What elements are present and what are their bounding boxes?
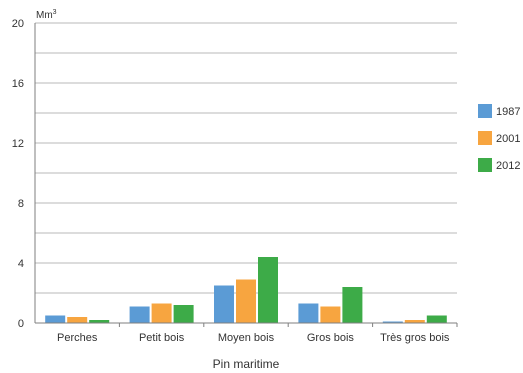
bar-2001-4 [320, 306, 341, 323]
bar-2001-1 [67, 317, 88, 323]
y-tick-labels: 0 4 8 12 16 20 [12, 18, 24, 330]
x-tick-label: Moyen bois [218, 332, 275, 344]
bar-1987-1 [45, 315, 66, 323]
legend-label-2012: 2012 [496, 160, 520, 172]
legend-label-2001: 2001 [496, 133, 520, 145]
grid-lines [35, 22, 457, 294]
x-axis-label: Pin maritime [213, 357, 280, 371]
x-tick-labels: Perches Petit bois Moyen bois Gros bois Très… [57, 323, 458, 344]
bar-2012-3 [258, 257, 278, 323]
unit-superscript: 3 [53, 9, 57, 16]
y-tick-label: 0 [18, 318, 24, 330]
bar-2012-1 [89, 320, 110, 323]
bar-1987-2 [129, 306, 150, 323]
x-tick-label: Perches [57, 332, 98, 344]
legend-swatch-2001 [478, 131, 492, 145]
y-tick-label: 8 [18, 198, 24, 210]
x-tick-label: Petit bois [139, 332, 185, 344]
bar-2012-2 [173, 305, 194, 323]
unit-label: Mm3 [36, 9, 57, 21]
legend-swatch-2012 [478, 158, 492, 172]
bar-2001-5 [404, 320, 425, 323]
bar-2001-2 [151, 303, 172, 323]
x-tick-label: Très gros bois [380, 332, 450, 344]
y-tick-label: 4 [18, 258, 24, 270]
bar-1987-4 [298, 303, 319, 323]
y-tick-label: 16 [12, 78, 24, 90]
legend-label-1987: 1987 [496, 106, 520, 118]
legend-swatch-1987 [478, 104, 492, 118]
x-tick-label: Gros bois [307, 332, 355, 344]
bars [45, 257, 447, 323]
legend: 1987 2001 2012 [478, 104, 520, 172]
bar-2012-4 [342, 287, 363, 323]
bar-2001-3 [236, 279, 256, 323]
bar-1987-5 [382, 321, 403, 323]
y-tick-label: 20 [12, 18, 24, 30]
bar-1987-3 [214, 285, 234, 323]
bar-2012-5 [426, 315, 447, 323]
y-tick-label: 12 [12, 138, 24, 150]
